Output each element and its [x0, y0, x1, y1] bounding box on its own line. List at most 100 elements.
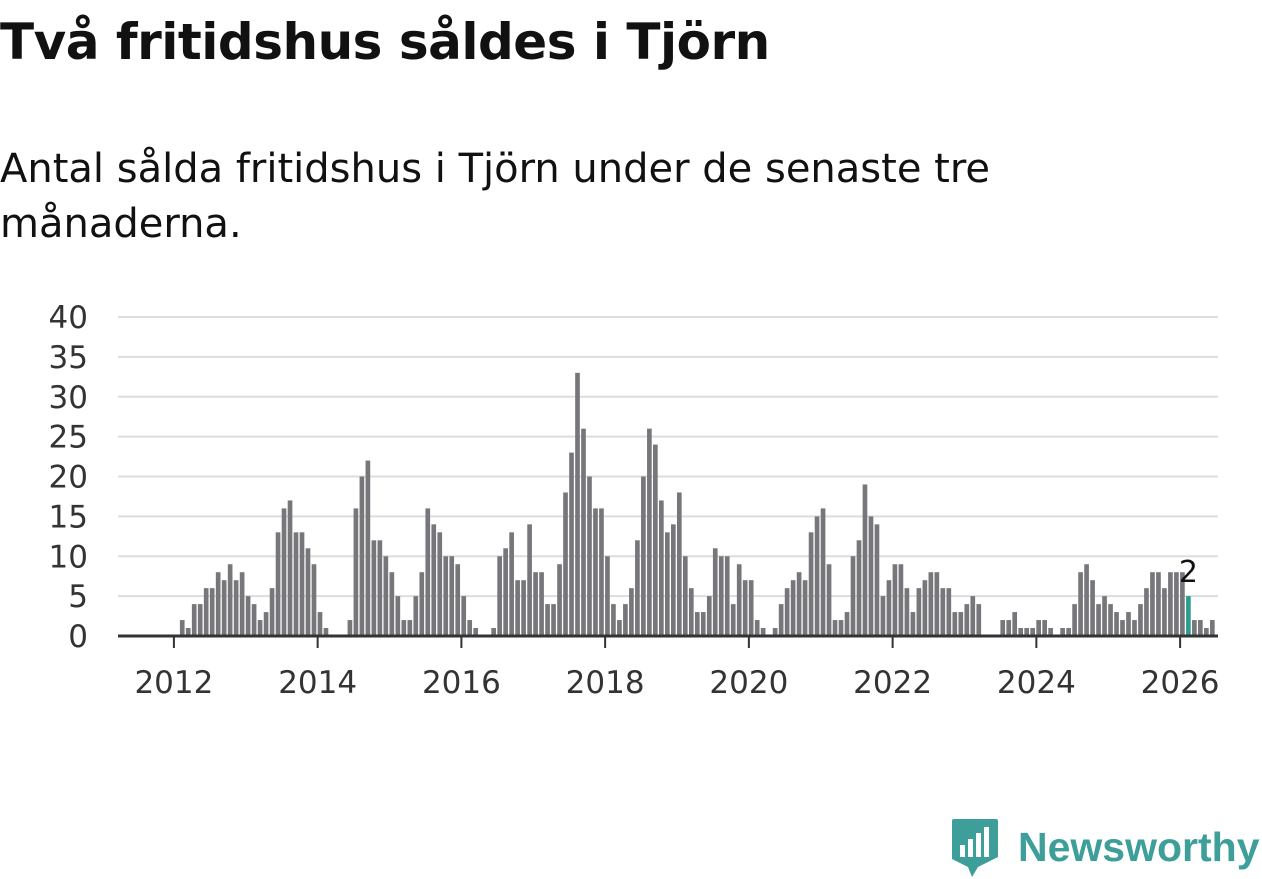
bar: [203, 588, 209, 636]
bar: [778, 604, 784, 636]
y-tick-label: 20: [49, 460, 88, 496]
bar: [647, 428, 652, 636]
bar: [910, 612, 916, 636]
bar: [1180, 572, 1185, 636]
bar: [509, 532, 514, 636]
y-tick-label: 15: [49, 499, 88, 535]
bar: [1018, 628, 1024, 636]
bar: [1084, 564, 1089, 636]
x-tick-label: 2020: [709, 665, 788, 701]
y-tick-label: 5: [68, 579, 88, 615]
bar: [641, 476, 646, 636]
bar: [1210, 620, 1215, 636]
bar: [347, 620, 353, 636]
bar: [299, 532, 305, 636]
bar: [1144, 588, 1149, 636]
bar: [419, 572, 425, 636]
bar: [1204, 628, 1209, 636]
bar: [569, 452, 574, 636]
bar: [635, 540, 640, 636]
bar: [796, 572, 802, 636]
bar: [575, 372, 580, 636]
bar: [371, 540, 377, 636]
page-subtitle: Antal sålda fritidshus i Tjörn under de …: [0, 146, 990, 247]
bar: [964, 604, 970, 636]
bar: [461, 596, 467, 637]
bar: [838, 620, 844, 636]
bar: [521, 580, 526, 636]
y-tick-label: 30: [49, 380, 88, 416]
bar: [916, 588, 922, 636]
bar: [886, 580, 892, 636]
bar: [611, 604, 616, 636]
bar: [706, 596, 712, 637]
bar: [790, 580, 796, 636]
bar: [527, 524, 532, 636]
data-label: 2: [1179, 555, 1198, 590]
bar: [227, 564, 233, 636]
bar: [760, 628, 766, 636]
bar: [557, 564, 562, 636]
bar: [659, 500, 664, 636]
bar: [682, 556, 688, 636]
bar: [215, 572, 221, 636]
bar: [1150, 572, 1155, 636]
bar: [718, 556, 724, 636]
bar: [503, 548, 508, 636]
bar: [922, 580, 928, 636]
bar: [437, 532, 443, 636]
bar: [832, 620, 838, 636]
bar: [1174, 572, 1179, 636]
bar: [1102, 596, 1107, 637]
bar: [934, 572, 940, 636]
bar: [185, 628, 191, 636]
bar: [856, 540, 862, 636]
bar: [850, 556, 856, 636]
bar: [581, 428, 586, 636]
bar: [605, 556, 610, 636]
bar: [491, 628, 496, 636]
bar: [587, 476, 592, 636]
highlighted-bar: [1186, 596, 1191, 637]
bar: [1120, 620, 1125, 636]
x-tick-label: 2026: [1141, 665, 1220, 701]
bar: [209, 588, 215, 636]
bar: [898, 564, 904, 636]
bar: [862, 484, 868, 636]
bar: [1060, 628, 1065, 636]
bar: [401, 620, 407, 636]
bar: [808, 532, 814, 636]
bar: [467, 620, 473, 636]
bar: [820, 508, 826, 636]
bar: [179, 620, 185, 636]
bar: [395, 596, 401, 637]
bar: [473, 628, 479, 636]
bar: [599, 508, 604, 636]
bar: [772, 628, 778, 636]
bar: [221, 580, 227, 636]
bar: [904, 588, 910, 636]
bar: [1090, 580, 1095, 636]
bar: [323, 628, 329, 636]
newsworthy-logo: Newsworthy: [950, 817, 1260, 877]
bar: [449, 556, 455, 636]
bar: [1036, 620, 1041, 636]
bar: [700, 612, 706, 636]
bar: [1162, 588, 1167, 636]
bar: [742, 580, 748, 636]
y-tick-label: 0: [68, 619, 88, 655]
bar: [670, 524, 676, 636]
bar: [874, 524, 880, 636]
bar: [1126, 612, 1131, 636]
bar: [197, 604, 203, 636]
bar: [1048, 628, 1053, 636]
newsworthy-logo-icon: [952, 819, 998, 877]
y-tick-label: 40: [49, 300, 88, 336]
bar: [1138, 604, 1143, 636]
bar: [383, 556, 389, 636]
x-tick-label: 2018: [566, 665, 645, 701]
bar: [533, 572, 538, 636]
bar: [275, 532, 281, 636]
bar: [940, 588, 946, 636]
bar: [826, 564, 832, 636]
